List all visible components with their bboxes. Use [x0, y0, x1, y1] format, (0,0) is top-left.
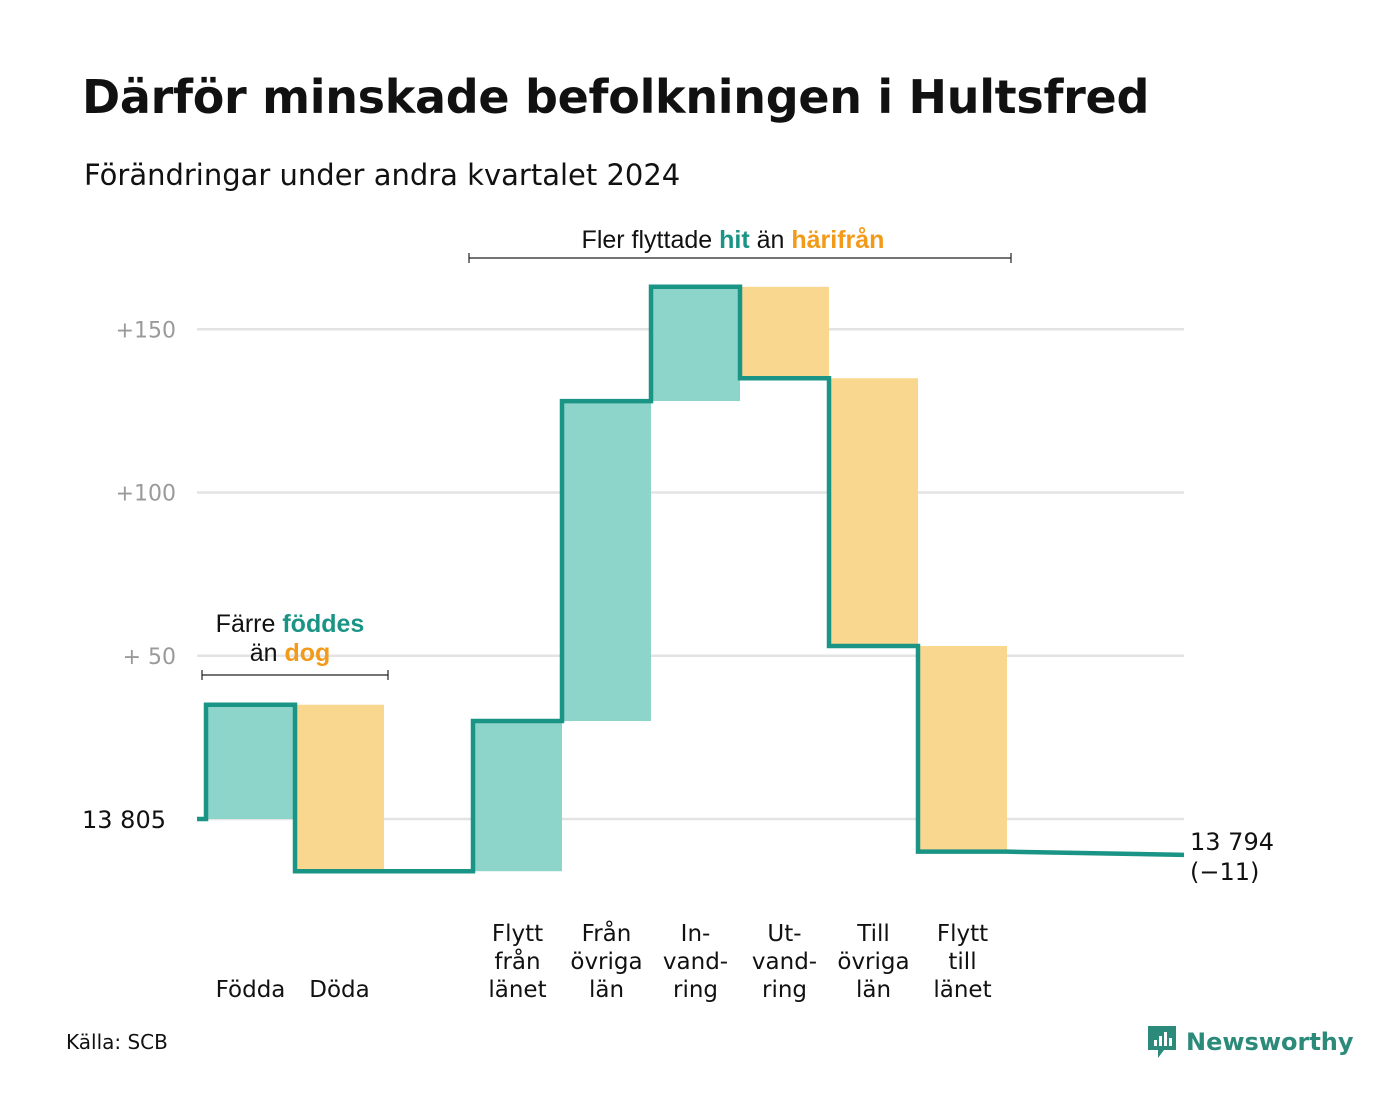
- x-tick-label: Från: [582, 919, 632, 947]
- x-tick-label: Döda: [309, 977, 369, 1003]
- annotation-migration-middle: än: [750, 226, 792, 254]
- annotation-births-line1: Färre föddes: [216, 610, 365, 638]
- bar: [473, 721, 562, 872]
- annotation-deaths-text: än: [250, 639, 285, 667]
- x-tick-label: län: [589, 977, 624, 1003]
- annotation-births-line2: än dog: [250, 639, 331, 667]
- annotation-migration-hit: hit: [719, 226, 750, 254]
- x-tick-label: vand-: [752, 949, 817, 975]
- x-tick-label: Till: [856, 921, 890, 947]
- x-tick-label: länet: [933, 977, 991, 1003]
- y-tick-label: +150: [116, 318, 176, 343]
- annotation-births-highlight: föddes: [282, 610, 364, 638]
- x-tick-label: Ut-: [767, 921, 801, 947]
- annotation-births-bracket: [201, 670, 389, 680]
- x-tick-label: Födda: [216, 977, 286, 1003]
- x-tick-label: övriga: [837, 949, 909, 975]
- running-total-line: [197, 284, 1185, 874]
- annotation-migration-prefix: Fler flyttade: [582, 226, 720, 254]
- bar: [740, 286, 829, 379]
- bar: [206, 704, 295, 819]
- y-axis-ticks: +150 +100 + 50: [116, 318, 176, 670]
- bar: [651, 286, 740, 402]
- source-note: Källa: SCB: [66, 1030, 168, 1054]
- page-subtitle: Förändringar under andra kvartalet 2024: [84, 158, 681, 192]
- end-change-label: (−11): [1190, 858, 1259, 886]
- x-tick-label: från: [494, 947, 540, 975]
- annotation-migration-harifran: härifrån: [791, 226, 884, 254]
- step-line: [197, 284, 1185, 874]
- page-title: Därför minskade befolkningen i Hultsfred: [82, 70, 1150, 124]
- annotation-births: Färre föddes än dog: [201, 610, 389, 680]
- x-tick-label: vand-: [663, 949, 728, 975]
- bars: [206, 286, 1007, 872]
- bar: [918, 645, 1007, 852]
- x-tick-label: Flytt: [492, 921, 543, 947]
- x-tick-label: ring: [762, 977, 807, 1003]
- end-value-label: 13 794: [1190, 828, 1274, 856]
- x-tick-label: Flytt: [937, 921, 988, 947]
- bar: [562, 401, 651, 722]
- start-value-label: 13 805: [82, 806, 166, 834]
- y-tick-label: +100: [116, 482, 176, 507]
- x-axis-labels: Födda DödaFlyttfrånlänetFrånövrigalänIn-v…: [216, 919, 992, 1003]
- x-tick-label: ring: [673, 977, 718, 1003]
- x-tick-label: länet: [488, 977, 546, 1003]
- x-tick-label: till: [948, 949, 976, 975]
- x-tick-label: län: [856, 977, 891, 1003]
- annotation-migration-bracket: [468, 253, 1012, 263]
- x-tick-label: övriga: [570, 949, 642, 975]
- annotation-deaths-highlight: dog: [284, 639, 330, 667]
- annotation-births-text: Färre: [216, 610, 283, 638]
- y-tick-label: + 50: [123, 645, 176, 670]
- bar: [295, 704, 384, 872]
- brand-name: Newsworthy: [1186, 1028, 1354, 1056]
- annotation-migration-text: Fler flyttade hit än härifrån: [582, 226, 885, 254]
- brand-logo: Newsworthy: [1146, 1024, 1354, 1060]
- newsworthy-logo-icon: [1148, 1026, 1176, 1058]
- bar: [829, 378, 918, 646]
- annotation-migration: Fler flyttade hit än härifrån: [468, 226, 1012, 263]
- x-tick-label: In-: [681, 921, 711, 947]
